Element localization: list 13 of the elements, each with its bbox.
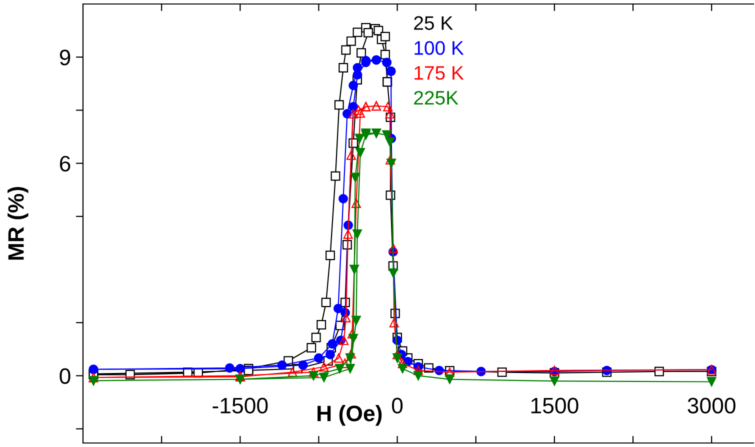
x-tick-label: 0 [392, 398, 403, 414]
x-tick-label: -1500 [212, 398, 268, 414]
series-label: 225K [414, 90, 458, 105]
x-tick-label: 1500 [531, 398, 578, 414]
y-tick-label: 9 [60, 50, 70, 66]
series-label: 175 K [414, 66, 464, 80]
y-tick-label: 0 [60, 368, 70, 384]
y-axis-title: MR (%) [8, 186, 28, 260]
legend-label: 25 K [414, 16, 453, 30]
x-tick-label: 3000 [688, 398, 736, 414]
series-label: 100 K [414, 41, 464, 55]
y-tick-label: 6 [60, 156, 70, 172]
x-axis-title: H (Oe) [318, 405, 382, 426]
